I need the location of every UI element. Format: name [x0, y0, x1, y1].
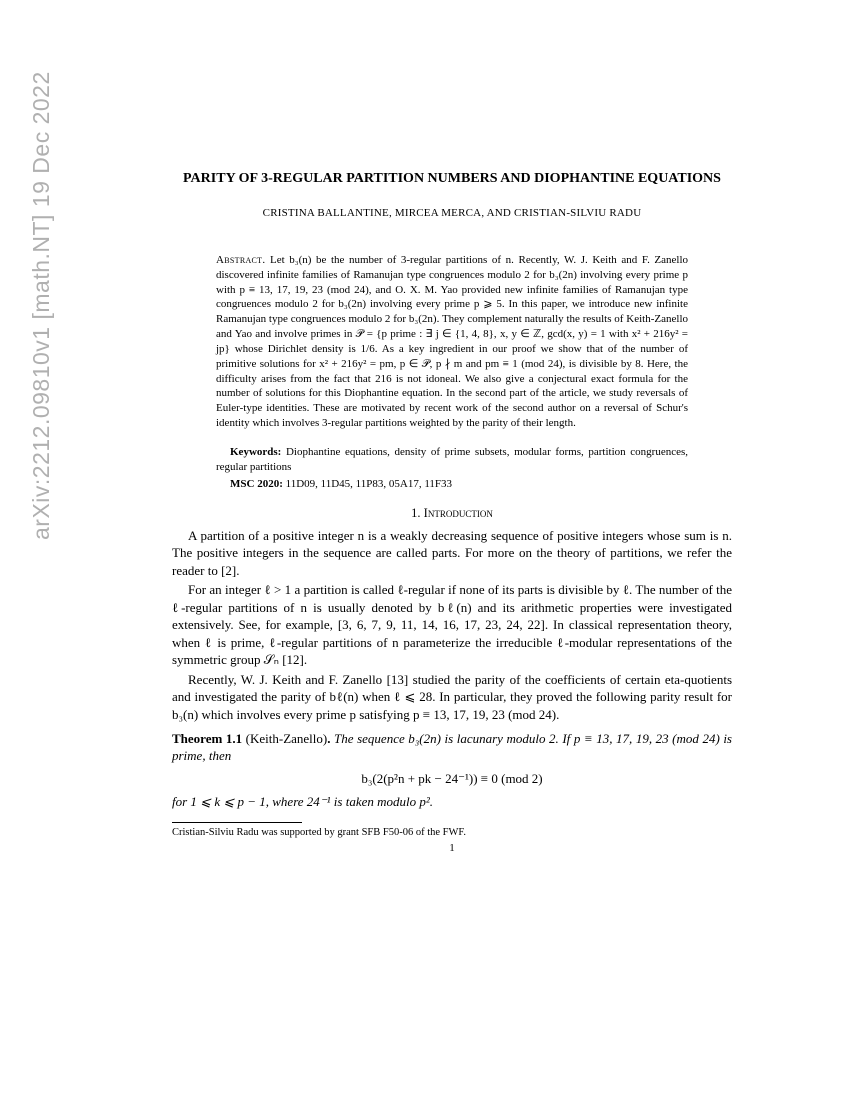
abstract-text: Let b₃(n) be the number of 3-regular par…	[216, 254, 688, 429]
authors: CRISTINA BALLANTINE, MIRCEA MERCA, AND C…	[172, 207, 732, 219]
theorem-body-2: for 1 ⩽ k ⩽ p − 1, where 24⁻¹ is taken m…	[172, 794, 433, 809]
keywords-label: Keywords:	[230, 446, 281, 458]
abstract: Abstract. Let b₃(n) be the number of 3-r…	[216, 253, 688, 431]
theorem-number: Theorem 1.1	[172, 731, 242, 746]
theorem-credit: (Keith-Zanello)	[242, 731, 327, 746]
paper-body: PARITY OF 3-REGULAR PARTITION NUMBERS AN…	[172, 170, 732, 854]
theorem-equation: b₃(2(p²n + pk − 24⁻¹)) ≡ 0 (mod 2)	[172, 771, 732, 787]
footnote-rule	[172, 822, 302, 823]
paragraph: A partition of a positive integer n is a…	[172, 527, 732, 580]
theorem: Theorem 1.1 (Keith-Zanello). The sequenc…	[172, 730, 732, 765]
footnote: Cristian-Silviu Radu was supported by gr…	[172, 826, 732, 840]
paragraph: Recently, W. J. Keith and F. Zanello [13…	[172, 671, 732, 724]
msc-text: 11D09, 11D45, 11P83, 05A17, 11F33	[283, 478, 452, 490]
keywords: Keywords: Diophantine equations, density…	[216, 445, 688, 475]
page-number: 1	[172, 842, 732, 854]
msc: MSC 2020: 11D09, 11D45, 11P83, 05A17, 11…	[216, 477, 688, 492]
msc-label: MSC 2020:	[230, 478, 283, 490]
keywords-text: Diophantine equations, density of prime …	[216, 446, 688, 473]
paragraph: For an integer ℓ > 1 a partition is call…	[172, 581, 732, 669]
section-heading: 1. Introduction	[172, 506, 732, 521]
arxiv-identifier: arXiv:2212.09810v1 [math.NT] 19 Dec 2022	[28, 71, 55, 540]
abstract-label: Abstract.	[216, 254, 265, 266]
paper-title: PARITY OF 3-REGULAR PARTITION NUMBERS AN…	[172, 170, 732, 189]
